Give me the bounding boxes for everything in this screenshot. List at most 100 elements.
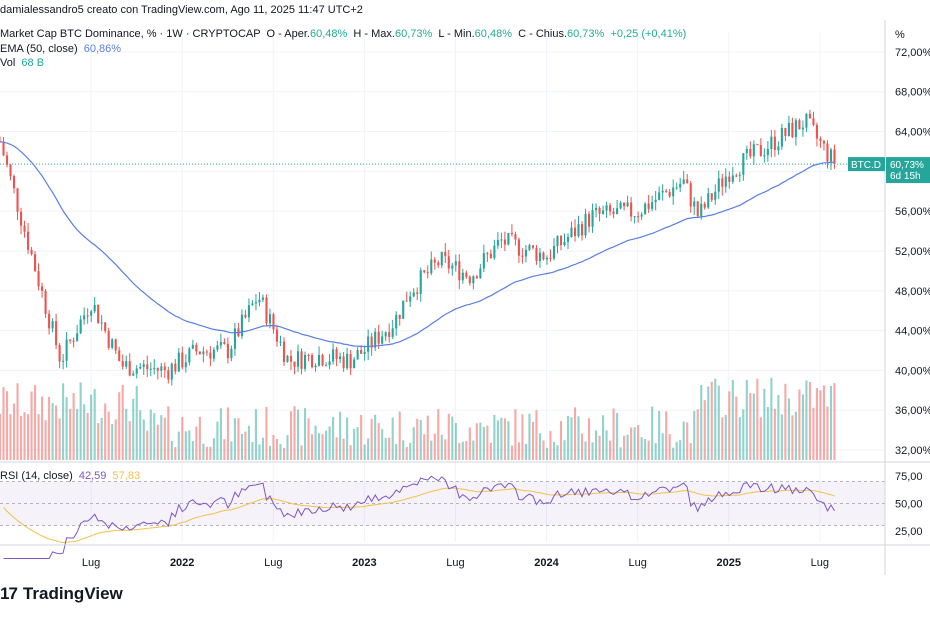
volume-bar <box>191 441 194 460</box>
candle-body <box>191 344 194 349</box>
candle-body <box>65 339 68 361</box>
candle-body <box>93 304 96 312</box>
volume-bar <box>104 403 107 460</box>
volume-bar <box>69 408 72 460</box>
volume-bar <box>591 442 594 460</box>
volume-bar <box>633 427 636 460</box>
candle-body <box>9 164 12 176</box>
candle-body <box>468 276 471 284</box>
candle-body <box>784 127 787 136</box>
volume-bar <box>724 414 727 460</box>
candle-body <box>598 207 601 214</box>
candle-body <box>679 183 682 188</box>
ema-value: 60,86% <box>83 43 122 55</box>
volume-bar <box>798 389 801 460</box>
volume-bar <box>644 439 647 460</box>
candle-body <box>602 210 605 214</box>
x-tick-label: Lug <box>264 557 282 569</box>
price-tick-label: 56,00% <box>895 206 930 218</box>
volume-bar <box>433 433 436 460</box>
tradingview-brand[interactable]: 17 TradingView <box>0 584 123 604</box>
ema-legend[interactable]: EMA (50, close) 60,86% <box>0 43 121 55</box>
candle-body <box>749 148 752 157</box>
candle-body <box>62 360 65 362</box>
candle-body <box>5 155 9 165</box>
volume-bar <box>763 388 766 460</box>
volume-bar <box>812 407 815 460</box>
candle-body <box>444 251 447 257</box>
volume-bar <box>156 424 159 460</box>
volume-bar <box>209 446 212 460</box>
price-tick-label: 48,00% <box>895 286 930 298</box>
candle-body <box>72 340 75 342</box>
candle-body <box>647 203 650 209</box>
candle-body <box>107 330 110 348</box>
symbol-badge <box>848 157 885 172</box>
volume-bar <box>58 418 61 460</box>
candle-body <box>826 143 829 162</box>
volume-bar <box>286 435 289 460</box>
volume-bar <box>587 418 591 460</box>
candle-body <box>212 349 215 359</box>
candle-body <box>296 351 300 367</box>
candle-body <box>83 315 86 320</box>
volume-bar <box>230 441 233 460</box>
candle-body <box>812 118 815 125</box>
candle-body <box>770 136 773 149</box>
volume-bar <box>444 439 447 460</box>
volume-bar <box>118 392 121 460</box>
volume-bar <box>353 429 356 460</box>
candle-body <box>51 321 54 329</box>
volume-bar <box>580 433 584 460</box>
volume-bar <box>300 445 303 460</box>
price-tick-label: 44,00% <box>895 326 930 338</box>
price-tick-label: 40,00% <box>895 365 930 377</box>
volume-bar <box>661 433 664 460</box>
x-tick-label: 2024 <box>534 557 559 569</box>
volume-bar <box>37 414 40 460</box>
volume-bar <box>318 433 321 460</box>
candle-body <box>23 225 26 232</box>
candle-body <box>240 314 243 337</box>
volume-bar <box>391 417 394 460</box>
candle-body <box>482 253 485 269</box>
x-tick-label: Lug <box>446 557 464 569</box>
candle-body <box>475 276 478 279</box>
x-tick-label: 2023 <box>352 557 376 569</box>
candle-body <box>251 303 254 306</box>
candle-body <box>328 361 331 366</box>
x-tick-label: 2022 <box>170 557 194 569</box>
volume-bar <box>279 444 282 460</box>
candle-body <box>556 236 559 247</box>
rsi-legend[interactable]: RSI (14, close) 42,59 57,83 <box>0 470 140 482</box>
volume-bar <box>339 411 342 460</box>
candle-body <box>139 366 142 369</box>
volume-legend[interactable]: Vol 68 B <box>0 57 44 69</box>
volume-bar <box>451 416 454 460</box>
volume-bar <box>503 418 506 460</box>
volume-bar <box>212 438 215 460</box>
candle-body <box>472 276 475 284</box>
volume-bar <box>9 414 12 460</box>
volume-bar <box>107 411 110 460</box>
volume-bar <box>153 413 156 460</box>
candle-body <box>440 251 443 266</box>
candle-body <box>773 136 776 151</box>
candle-body <box>587 213 591 227</box>
volume-bar <box>310 434 314 460</box>
volume-bar <box>454 423 457 460</box>
candle-body <box>426 272 429 274</box>
candle-body <box>721 178 724 187</box>
candle-body <box>633 216 636 218</box>
candle-body <box>528 245 531 250</box>
candle-body <box>307 354 310 356</box>
candle-body <box>398 314 401 319</box>
candle-body <box>731 175 734 182</box>
candle-body <box>184 362 187 368</box>
volume-bar <box>475 423 478 460</box>
candle-body <box>163 366 166 371</box>
candle-body <box>437 262 440 266</box>
volume-bar <box>370 418 373 460</box>
candle-body <box>44 290 47 314</box>
